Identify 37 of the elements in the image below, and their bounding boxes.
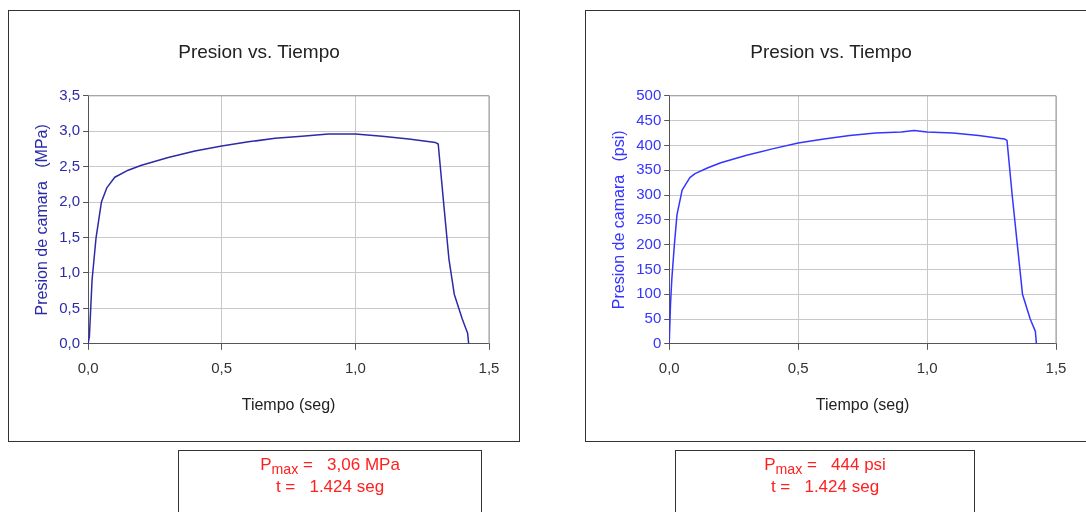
x-tick-label: 0,0 [658,358,680,376]
x-tick-label: 0,5 [211,358,233,376]
y-tick-label: 0 [652,333,662,351]
y-tick-label: 2,5 [59,156,81,174]
x-tick-label: 1,5 [1045,358,1067,376]
x-tick-label: 0,0 [77,358,99,376]
text: P$_{max}$ = 3,06 MPa [259,455,401,478]
x-axis-title: Tiempo (seg) [241,395,336,413]
text: t = 1.424 seg [769,477,881,498]
y-tick-label: 300 [636,185,662,203]
y-axis-title: Presion de camara (MPa) [33,124,51,316]
y-tick-label: 0,0 [59,333,81,351]
x-tick-label: 0,5 [787,358,809,376]
y-tick-label: 150 [636,259,662,277]
y-axis-title: Presion de camara (psi) [610,130,628,310]
y-tick-label: 1,0 [59,263,81,281]
text: P$_{max}$ = 444 psi [763,455,887,478]
chart-title: Presion vs. Tiempo [178,40,340,62]
y-tick-label: 0,5 [59,298,81,316]
x-tick-label: 1,0 [916,358,938,376]
y-tick-label: 3,5 [59,85,81,103]
y-tick-label: 2,0 [59,192,81,210]
x-axis-title: Tiempo (seg) [815,395,910,413]
y-tick-label: 100 [636,284,662,302]
x-tick-label: 1,5 [478,358,500,376]
y-tick-label: 1,5 [59,227,81,245]
y-tick-label: 50 [644,309,662,327]
y-tick-label: 200 [636,234,662,252]
x-tick-label: 1,0 [344,358,366,376]
y-tick-label: 500 [636,85,662,103]
y-tick-label: 350 [636,160,662,178]
y-tick-label: 250 [636,209,662,227]
chart-title: Presion vs. Tiempo [750,40,912,62]
y-tick-label: 3,0 [59,121,81,139]
text: t = 1.424 seg [274,477,386,498]
y-tick-label: 400 [636,135,662,153]
y-tick-label: 450 [636,110,662,128]
